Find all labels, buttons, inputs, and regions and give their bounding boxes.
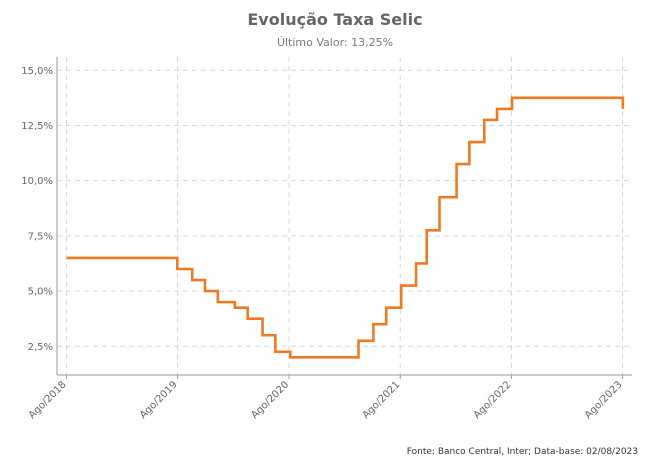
selic-series-line xyxy=(66,96,625,359)
y-tick-label: 15,0% xyxy=(21,66,53,77)
x-tick-label: Ago/2021 xyxy=(361,379,403,421)
y-tick-label: 7,5% xyxy=(28,231,53,242)
chart-subtitle: Último Valor: 13,25% xyxy=(277,36,393,49)
x-tick-label: Ago/2018 xyxy=(27,379,69,421)
x-tick-label: Ago/2022 xyxy=(472,379,514,421)
grid xyxy=(57,57,632,375)
x-tick-label: Ago/2020 xyxy=(249,379,291,421)
y-tick-label: 5,0% xyxy=(28,287,53,298)
y-tick-label: 12,5% xyxy=(21,121,53,132)
x-tick-label: Ago/2019 xyxy=(138,379,180,421)
axes: 2,5% 5,0% 7,5% 10,0% 12,5% 15,0% Ago/2018 Ago/2… xyxy=(21,57,632,421)
source-note: Fonte: Banco Central, Inter; Data-base: … xyxy=(407,447,638,457)
x-tick-label: Ago/2023 xyxy=(583,379,625,421)
chart-title: Evolução Taxa Selic xyxy=(247,10,422,29)
y-tick-label: 10,0% xyxy=(21,176,53,187)
series-layer xyxy=(66,96,625,359)
y-tick-label: 2,5% xyxy=(28,342,53,353)
